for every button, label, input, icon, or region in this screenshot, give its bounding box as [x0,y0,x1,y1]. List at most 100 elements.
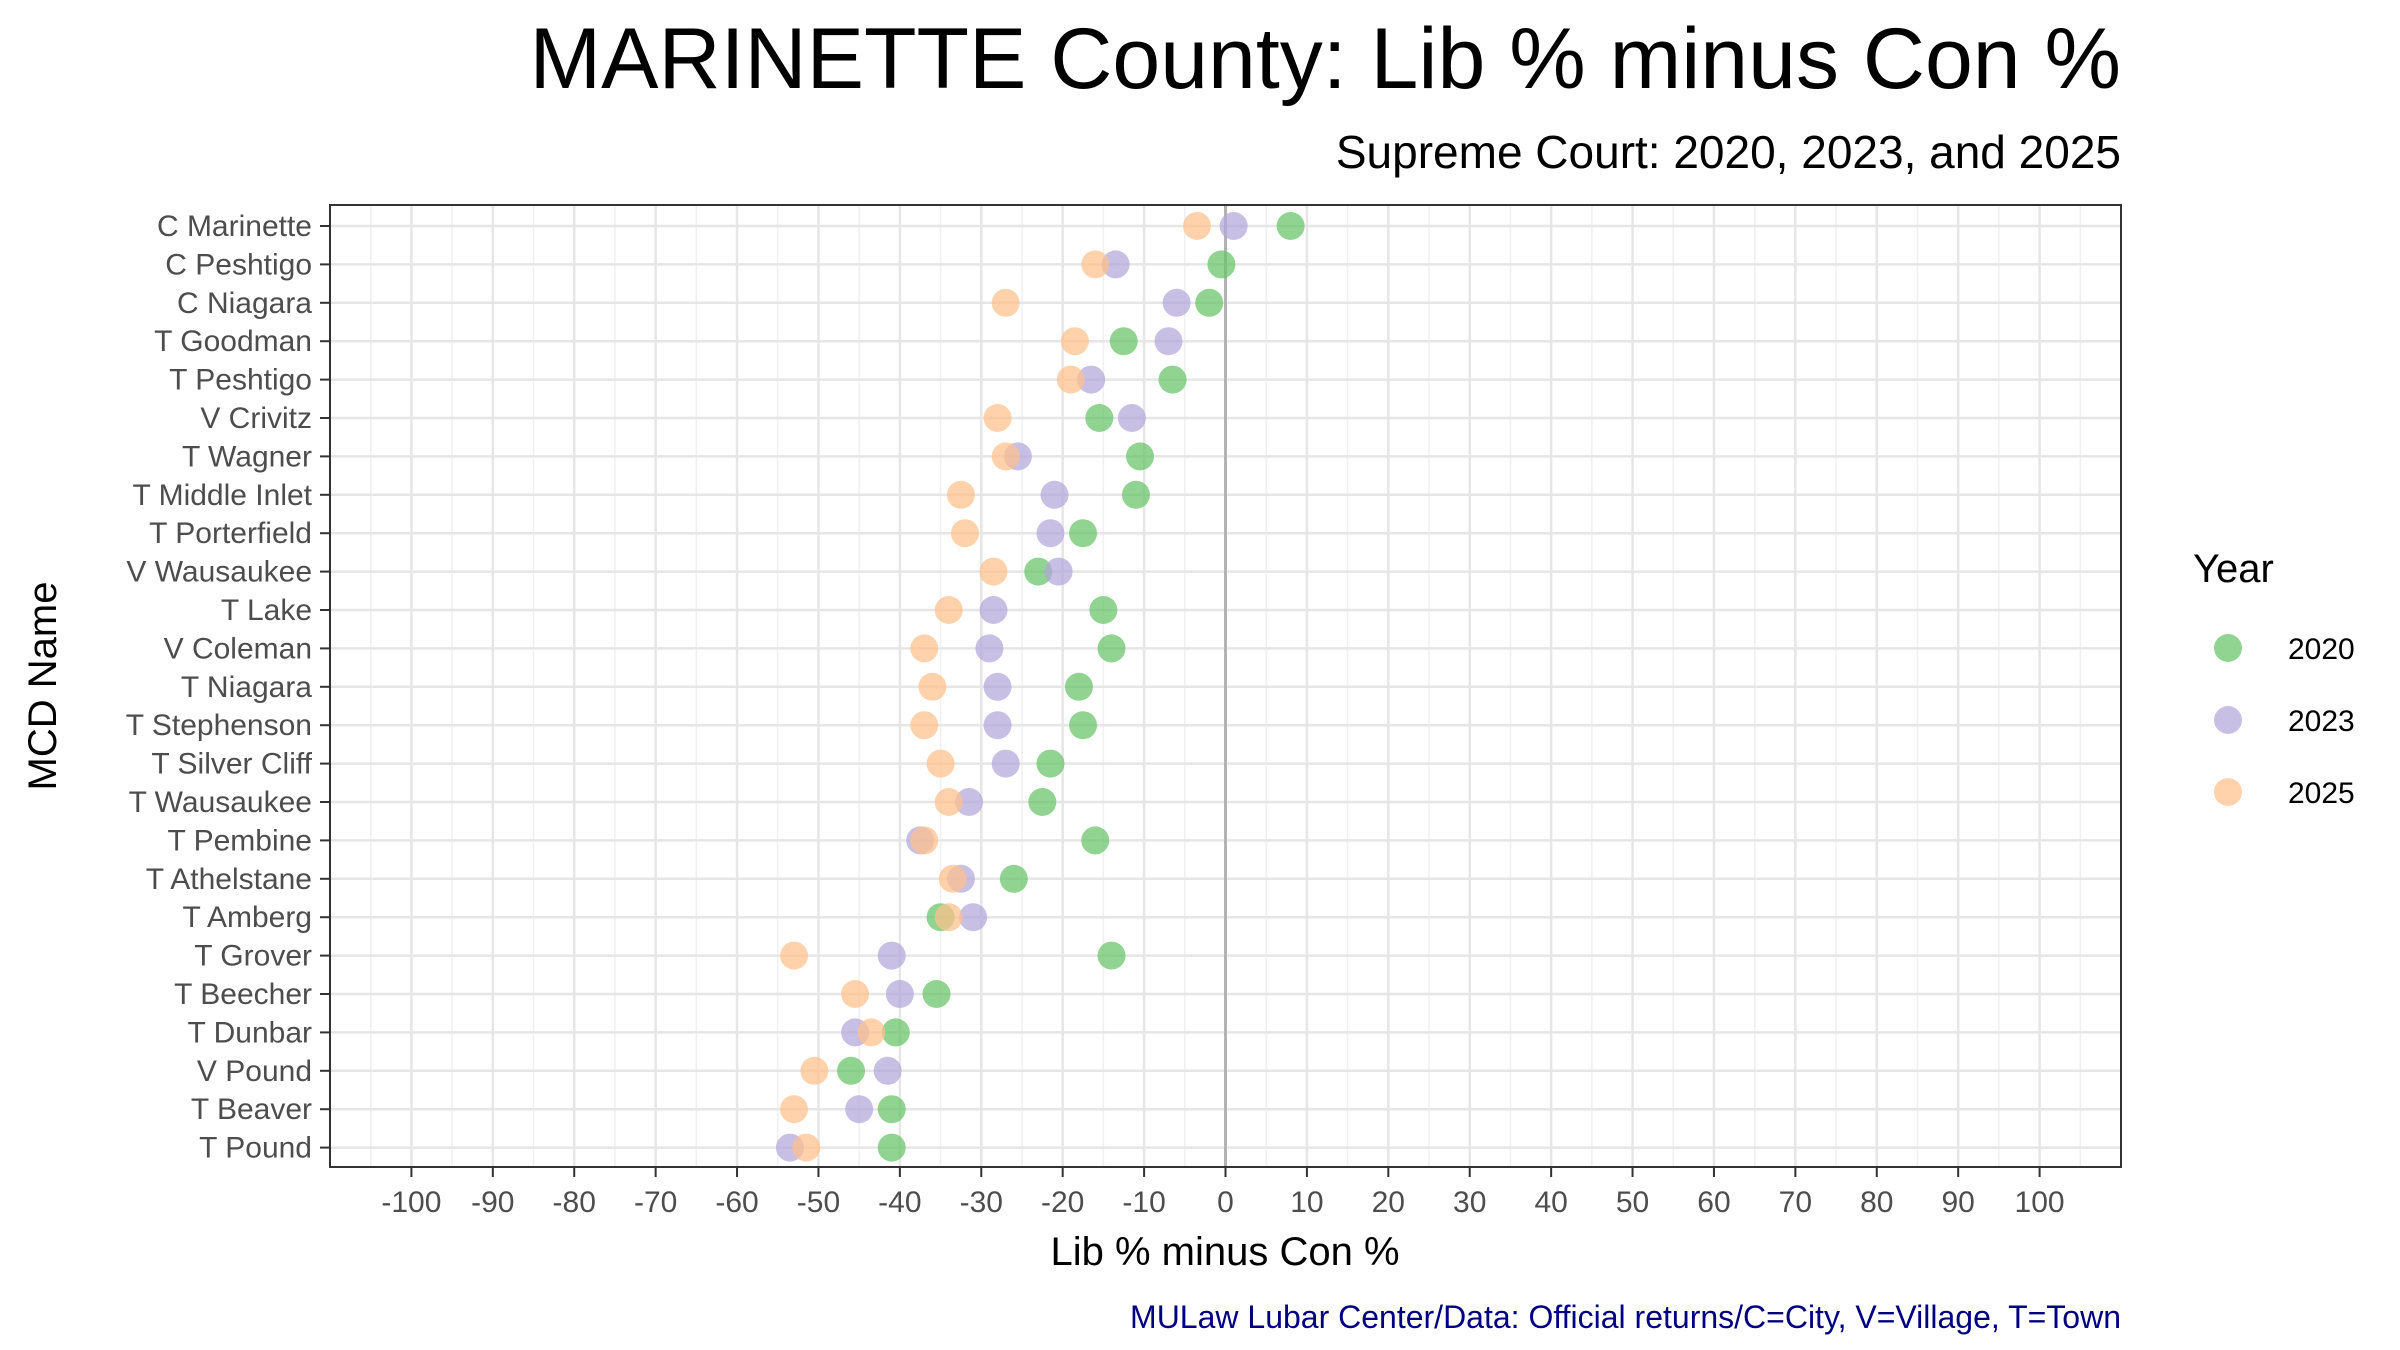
x-tick-label: -70 [634,1186,677,1219]
y-tick-label: T Pembine [167,824,312,857]
point-2025-10 [934,596,963,624]
caption: MULaw Lubar Center/Data: Official return… [1130,1299,2121,1335]
x-tick-label: -30 [960,1186,1003,1219]
point-2020-12 [1064,672,1093,701]
data-points [775,212,1305,1162]
x-tick-label: -10 [1122,1186,1165,1219]
point-2020-4 [1158,365,1187,394]
point-2023-14 [991,749,1020,778]
point-2023-13 [983,711,1012,740]
point-2020-9 [1024,557,1053,586]
x-axis: -100 -90 -80 -70 -60 -50 -40 -30 -20 -10 0 10 20 30 40… [381,1167,2065,1219]
legend-label-2020: 2020 [2288,633,2355,666]
point-2025-23 [780,1095,809,1124]
point-2025-5 [983,404,1012,432]
point-2025-17 [938,864,967,893]
y-tick-label: T Silver Cliff [151,748,312,781]
point-2023-15 [955,788,984,816]
point-2025-13 [910,711,939,740]
x-tick-label: 0 [1217,1186,1234,1219]
point-2023-7 [1040,480,1069,509]
x-tick-label: 80 [1860,1186,1893,1219]
point-2020-10 [1089,596,1118,624]
x-tick-label: 100 [2015,1186,2065,1219]
y-tick-label: T Wagner [182,440,312,473]
y-tick-label: T Beecher [174,978,312,1011]
x-tick-label: 30 [1453,1186,1486,1219]
point-2025-15 [934,788,963,816]
point-2023-4 [1077,365,1106,394]
y-tick-label: T Stephenson [126,709,312,742]
point-2023-10 [979,596,1008,624]
point-2025-0 [1183,212,1212,240]
x-tick-label: -20 [1041,1186,1084,1219]
point-2020-19 [1097,941,1126,970]
point-2020-24 [877,1133,906,1162]
legend-items: 2020 2023 2025 [2214,633,2355,810]
point-2025-6 [991,442,1020,471]
point-2020-14 [1036,749,1065,778]
y-tick-label: V Wausaukee [126,556,312,589]
point-2025-22 [800,1056,829,1085]
chart-title: MARINETTE County: Lib % minus Con % [529,11,2121,107]
point-2020-22 [837,1056,866,1085]
y-tick-label: V Crivitz [200,402,312,435]
y-tick-label: V Coleman [164,632,312,665]
y-tick-label: T Peshtigo [169,364,312,397]
legend-title: Year [2193,547,2274,591]
x-tick-label: 60 [1697,1186,1730,1219]
point-2023-3 [1154,327,1183,356]
y-tick-label: T Lake [221,594,312,627]
point-2025-14 [926,749,955,778]
y-tick-label: V Pound [197,1055,312,1088]
point-2023-18 [959,903,988,932]
x-tick-label: -100 [381,1186,441,1219]
point-2023-5 [1117,404,1146,432]
y-tick-label: T Dunbar [187,1016,312,1049]
point-2020-5 [1085,404,1114,432]
legend-key-2023 [2214,706,2242,734]
x-tick-label: 20 [1372,1186,1405,1219]
legend: Year 2020 2023 2025 [2193,547,2355,810]
y-tick-label: T Grover [194,940,312,973]
y-axis-title: MCD Name [21,582,65,791]
legend-key-2025 [2214,778,2242,806]
point-2025-1 [1081,250,1110,279]
plot-panel [329,204,2122,1168]
point-2020-20 [922,980,951,1008]
legend-label-2023: 2023 [2288,705,2355,738]
point-2020-1 [1207,250,1236,279]
point-2025-18 [934,903,963,932]
point-2020-15 [1028,788,1057,816]
chart-subtitle: Supreme Court: 2020, 2023, and 2025 [1336,126,2121,178]
y-tick-label: T Middle Inlet [132,479,312,512]
y-tick-label: T Porterfield [149,517,312,550]
x-tick-label: 90 [1941,1186,1974,1219]
y-tick-label: T Wausaukee [129,786,312,819]
y-tick-label: C Niagara [177,287,312,320]
point-2023-9 [1044,557,1073,586]
point-2025-24 [792,1133,821,1162]
point-2023-20 [885,980,914,1008]
point-2023-8 [1036,519,1065,548]
point-2025-12 [918,672,947,701]
x-tick-label: 70 [1779,1186,1812,1219]
point-2025-19 [780,941,809,970]
point-2020-11 [1097,634,1126,663]
point-2020-23 [877,1095,906,1124]
y-tick-label: T Athelstane [146,863,312,896]
point-2025-9 [979,557,1008,586]
point-2025-3 [1060,327,1089,356]
y-tick-label: T Niagara [181,671,312,704]
x-tick-label: 10 [1290,1186,1323,1219]
y-tick-label: C Peshtigo [165,248,312,281]
y-tick-label: T Pound [199,1132,312,1165]
point-2020-6 [1126,442,1155,471]
point-2020-16 [1081,826,1110,855]
point-2023-22 [873,1056,902,1085]
point-2023-11 [975,634,1004,663]
point-2023-0 [1219,212,1248,240]
point-2020-7 [1121,480,1150,509]
x-tick-label: -40 [878,1186,921,1219]
